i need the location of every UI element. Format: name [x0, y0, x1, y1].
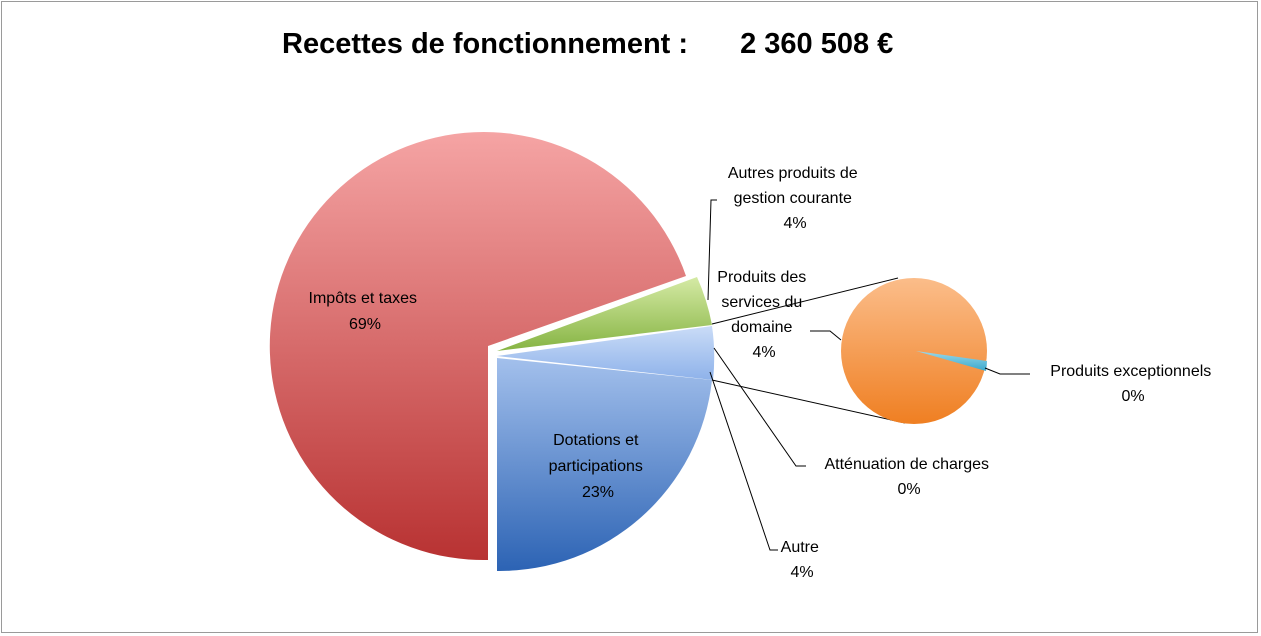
- leader-autres-produits: [707, 199, 717, 301]
- label-attenuation: Atténuation de charges 0%: [824, 456, 993, 498]
- label-autre-name: Autre: [781, 539, 819, 556]
- label-attenuation-name: Atténuation de charges: [824, 456, 989, 473]
- label-produits-exceptionnels-pct: 0%: [1121, 388, 1144, 405]
- label-produits-services: Produits des services du domaine 4%: [717, 269, 810, 361]
- leader-produits-services: [810, 330, 842, 341]
- label-produits-services-line3: domaine: [731, 319, 792, 336]
- label-produits-services-pct: 4%: [752, 344, 775, 361]
- slice-autres-produits-gestion: [497, 277, 712, 351]
- secondary-slice-produits-exceptionnels: [916, 351, 987, 371]
- label-produits-services-line1: Produits des: [717, 269, 806, 286]
- label-attenuation-pct: 0%: [897, 481, 920, 498]
- leader-produits-exceptionnels: [984, 367, 1030, 375]
- chart-title: Recettes de fonctionnement : 2 360 508 €: [282, 28, 893, 61]
- label-impots-pct: 69%: [349, 316, 381, 333]
- leader-attenuation: [713, 347, 806, 467]
- label-produits-exceptionnels: Produits exceptionnels 0%: [1050, 363, 1215, 405]
- slice-autre: [497, 326, 715, 380]
- label-produits-services-line2: services du: [721, 294, 802, 311]
- label-dotations-pct: 23%: [582, 484, 614, 501]
- secondary-slice-produits-services: [841, 278, 987, 424]
- label-produits-exceptionnels-name: Produits exceptionnels: [1050, 363, 1211, 380]
- label-autres-produits: Autres produits de gestion courante 4%: [728, 165, 862, 232]
- slice-impots-et-taxes: [269, 132, 686, 561]
- label-impots: Impôts et taxes 69%: [309, 290, 422, 333]
- slice-dotations-participations: [497, 358, 712, 572]
- label-impots-name: Impôts et taxes: [309, 290, 418, 307]
- leader-autre: [709, 371, 778, 551]
- label-autres-produits-line2: gestion courante: [734, 190, 852, 207]
- connector-top: [711, 277, 899, 325]
- label-autres-produits-pct: 4%: [783, 215, 806, 232]
- label-dotations-line2: participations: [549, 458, 643, 475]
- label-autres-produits-line1: Autres produits de: [728, 165, 858, 182]
- label-dotations-line1: Dotations et: [553, 432, 639, 449]
- label-autre: Autre 4%: [781, 539, 824, 581]
- chart-title-text: Recettes de fonctionnement :: [282, 28, 689, 60]
- label-dotations: Dotations et participations 23%: [549, 432, 648, 501]
- chart-total: 2 360 508 €: [740, 28, 894, 60]
- connector-bottom: [711, 379, 906, 424]
- label-autre-pct: 4%: [790, 564, 813, 581]
